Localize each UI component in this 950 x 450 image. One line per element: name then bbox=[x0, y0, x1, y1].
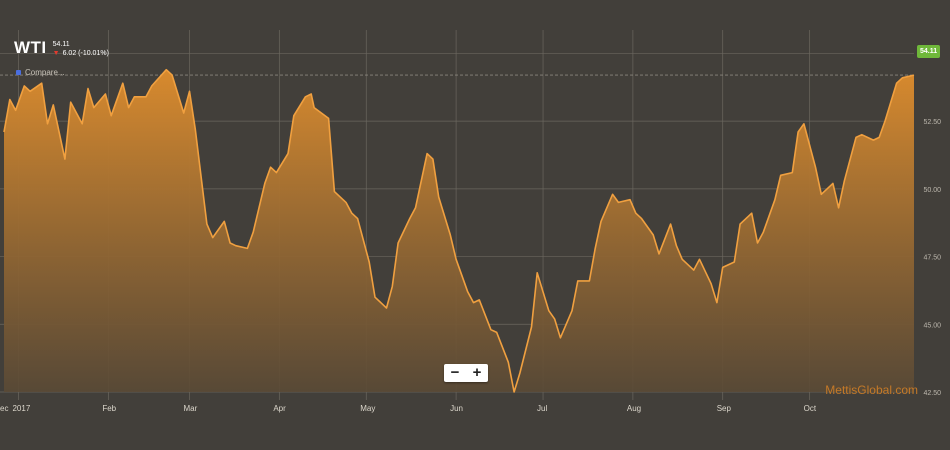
quote-values: 54.11 ▼ 6.02 (-10.01%) bbox=[53, 38, 109, 58]
watermark: MettisGlobal.com bbox=[825, 383, 918, 397]
zoom-out-button[interactable]: − bbox=[450, 364, 460, 381]
compare-label: Compare... bbox=[25, 68, 65, 77]
price-area-fill bbox=[4, 69, 914, 392]
compare-icon bbox=[16, 70, 21, 75]
x-tick-label: Jul bbox=[537, 404, 547, 413]
x-axis: ec 2017 Feb Mar Apr May Jun Jul Aug Sep Oct bbox=[0, 404, 817, 413]
x-tick-label: Mar bbox=[183, 404, 197, 413]
x-tick-label: Oct bbox=[804, 404, 817, 413]
change-row: ▼ 6.02 (-10.01%) bbox=[53, 49, 109, 58]
last-price-badge: 54.11 bbox=[917, 45, 941, 58]
down-arrow-icon: ▼ bbox=[52, 50, 60, 57]
y-tick-label: 50.00 bbox=[923, 187, 941, 194]
x-tick-label: 2017 bbox=[12, 404, 30, 413]
compare-button[interactable]: Compare... bbox=[16, 68, 65, 77]
x-tick-label: Apr bbox=[273, 404, 286, 413]
price-area bbox=[3, 68, 915, 393]
y-tick-label: 42.50 bbox=[923, 390, 941, 397]
x-tick-label: Aug bbox=[627, 404, 641, 413]
ticker-symbol: WTI bbox=[14, 38, 47, 57]
y-tick-label: 47.50 bbox=[923, 255, 941, 262]
x-tick-label: May bbox=[360, 404, 375, 413]
y-axis: 42.50 45.00 47.50 50.00 52.50 bbox=[923, 119, 941, 397]
price-line bbox=[3, 68, 915, 393]
y-tick-label: 52.50 bbox=[923, 119, 941, 126]
last-price: 54.11 bbox=[52, 41, 70, 48]
x-tick-label: Sep bbox=[717, 404, 732, 413]
price-change: 6.02 (-10.01%) bbox=[62, 50, 109, 57]
quote-header: WTI 54.11 ▼ 6.02 (-10.01%) bbox=[14, 38, 109, 58]
x-tick-label: Feb bbox=[102, 404, 116, 413]
x-tick-label: Jun bbox=[450, 404, 463, 413]
y-tick-label: 45.00 bbox=[923, 322, 941, 329]
zoom-in-button[interactable]: + bbox=[472, 364, 482, 381]
zoom-control: − + bbox=[444, 364, 488, 382]
x-tick-label: ec bbox=[0, 404, 8, 413]
